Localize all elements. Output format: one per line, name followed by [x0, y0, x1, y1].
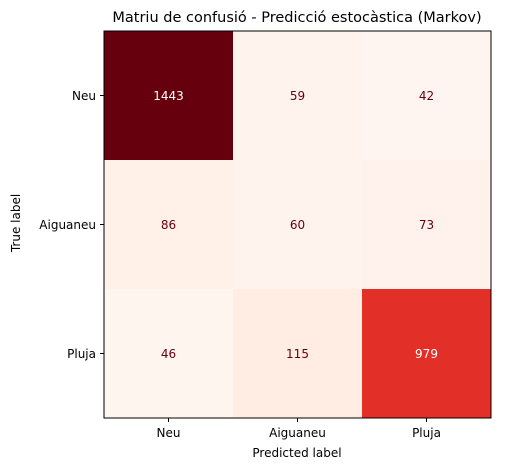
- cell-value-label: 46: [161, 347, 176, 361]
- x-tick-label: Neu: [157, 426, 181, 440]
- y-tick-label: Pluja: [67, 347, 96, 361]
- cell-value-label: 86: [161, 218, 176, 232]
- y-axis-label: True label: [9, 194, 23, 253]
- heatmap-cell: [362, 160, 491, 289]
- y-axis-ticks: Neu Aiguaneu Pluja: [39, 89, 104, 361]
- cell-value-label: 60: [290, 218, 305, 232]
- heatmap-cell: [233, 160, 362, 289]
- heatmap-cell: [233, 31, 362, 160]
- heatmap-cell: [104, 160, 233, 289]
- heatmap-cells: [104, 31, 491, 418]
- y-tick-label: Neu: [72, 89, 96, 103]
- y-tick-label: Aiguaneu: [39, 218, 96, 232]
- x-axis-label: Predicted label: [252, 446, 341, 460]
- cell-value-label: 1443: [153, 89, 184, 103]
- heatmap-cell: [104, 289, 233, 418]
- cell-value-label: 42: [419, 89, 434, 103]
- cell-value-label: 115: [286, 347, 309, 361]
- heatmap-cell: [104, 31, 233, 160]
- cell-value-label: 979: [415, 347, 438, 361]
- x-tick-label: Aiguaneu: [269, 426, 326, 440]
- heatmap-cell: [362, 31, 491, 160]
- heatmap-cell: [233, 289, 362, 418]
- chart-title: Matriu de confusió - Predicció estocàsti…: [112, 10, 481, 26]
- cell-value-label: 73: [419, 218, 434, 232]
- heatmap-cell: [362, 289, 491, 418]
- cell-value-label: 59: [290, 89, 305, 103]
- x-tick-label: Pluja: [412, 426, 441, 440]
- cell-value-labels: 1443 59 42 86 60 73 46 115 979: [153, 89, 438, 361]
- x-axis-ticks: Neu Aiguaneu Pluja: [157, 418, 441, 440]
